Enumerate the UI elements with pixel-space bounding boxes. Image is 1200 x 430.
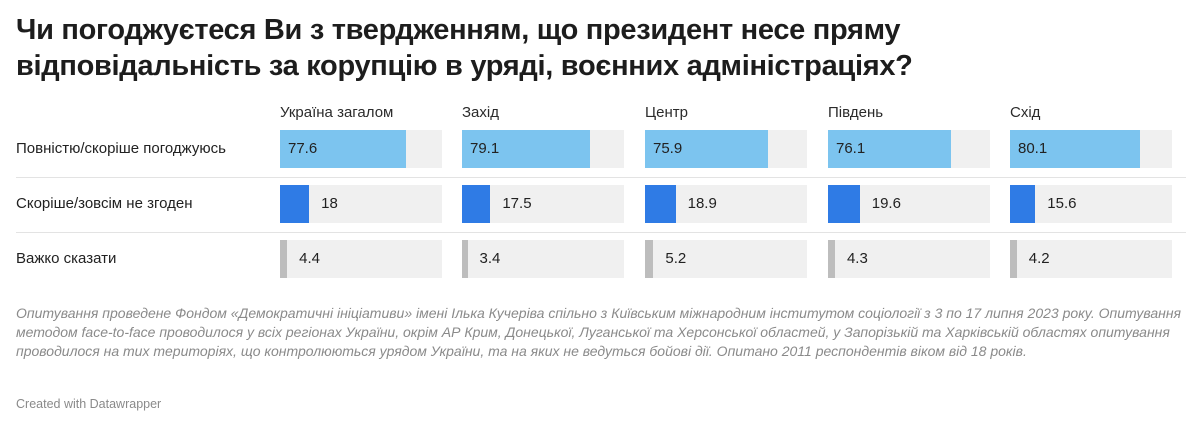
data-label: 17.5: [502, 195, 532, 212]
row-label-1: Повністю/скоріше погоджуюсь: [16, 140, 226, 157]
column-header-5: Схід: [1010, 104, 1041, 121]
data-label: 75.9: [653, 140, 683, 157]
bar-1-3: [645, 130, 768, 168]
bar-3-5: [1010, 240, 1017, 278]
column-header-1: Україна загалом: [280, 104, 394, 121]
data-label: 3.4: [479, 250, 501, 267]
bar-2-5: [1010, 185, 1036, 223]
footnote: Опитування проведене Фондом «Демократичн…: [16, 305, 1182, 359]
data-label: 4.3: [846, 250, 868, 267]
data-label: 79.1: [470, 140, 500, 157]
data-label: 77.6: [288, 140, 318, 157]
credit-link[interactable]: Created with Datawrapper: [16, 397, 162, 411]
bar-3-4: [828, 240, 835, 278]
data-label: 4.4: [299, 250, 320, 267]
bar-2-1: [280, 185, 310, 223]
data-label: 19.6: [871, 195, 901, 212]
column-header-3: Центр: [645, 104, 688, 121]
bar-track: [1010, 185, 1172, 223]
bar-3-2: [462, 240, 468, 278]
bar-track: [462, 240, 624, 278]
data-label: 80.1: [1018, 140, 1048, 157]
data-label: 15.6: [1047, 195, 1077, 212]
column-header-2: Захід: [462, 104, 499, 121]
bar-1-2: [462, 130, 591, 168]
chart-title: Чи погоджуєтеся Ви з твердженням, що пре…: [16, 14, 913, 82]
data-label: 76.1: [836, 140, 866, 157]
row-label-2: Скоріше/зовсім не згоден: [16, 195, 193, 212]
row-divider-2: [16, 232, 1186, 233]
bar-2-4: [828, 185, 860, 223]
bar-track: [1010, 240, 1172, 278]
bar-1-1: [280, 130, 406, 168]
data-label: 4.2: [1028, 250, 1050, 267]
bar-track: [828, 240, 990, 278]
data-label: 18.9: [687, 195, 717, 212]
data-label: 5.2: [665, 250, 687, 267]
bar-2-3: [645, 185, 676, 223]
data-label: 18: [321, 195, 338, 212]
row-divider-1: [16, 177, 1186, 178]
bar-3-1: [280, 240, 288, 278]
bar-2-2: [462, 185, 491, 223]
bar-1-5: [1010, 130, 1140, 168]
column-header-4: Південь: [828, 104, 884, 121]
bar-1-4: [828, 130, 952, 168]
bar-track: [645, 240, 807, 278]
bar-track: [280, 240, 442, 278]
row-label-3: Важко сказати: [16, 250, 117, 267]
bar-3-3: [645, 240, 654, 278]
